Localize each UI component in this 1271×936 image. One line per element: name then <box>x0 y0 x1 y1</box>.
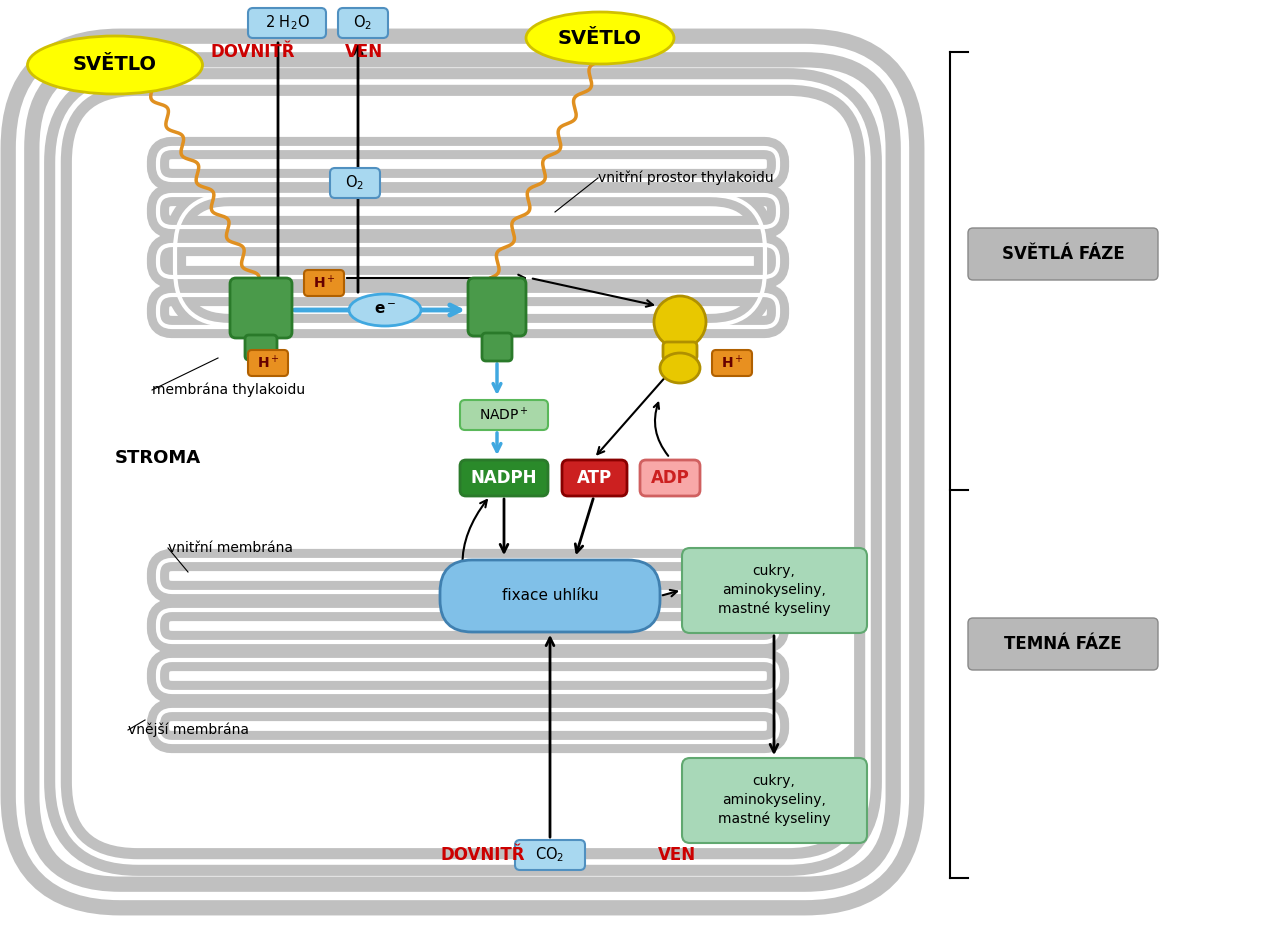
FancyBboxPatch shape <box>468 278 526 336</box>
Text: DOVNITŘ: DOVNITŘ <box>440 846 525 864</box>
Ellipse shape <box>655 296 705 348</box>
Text: NADP$^+$: NADP$^+$ <box>479 406 529 424</box>
Text: H$^+$: H$^+$ <box>257 355 280 372</box>
Text: e$^-$: e$^-$ <box>374 302 397 317</box>
Text: cukry,
aminokyseliny,
mastné kyseliny: cukry, aminokyseliny, mastné kyseliny <box>718 564 830 616</box>
FancyBboxPatch shape <box>969 228 1158 280</box>
FancyBboxPatch shape <box>460 400 548 430</box>
Text: H$^+$: H$^+$ <box>721 355 744 372</box>
FancyBboxPatch shape <box>248 8 325 38</box>
Ellipse shape <box>660 353 700 383</box>
FancyBboxPatch shape <box>515 840 585 870</box>
FancyBboxPatch shape <box>663 342 697 360</box>
Text: O$_2$: O$_2$ <box>353 14 372 33</box>
Text: ADP: ADP <box>651 469 689 487</box>
Text: STROMA: STROMA <box>114 449 201 467</box>
Text: vnitřní membrána: vnitřní membrána <box>168 541 294 555</box>
Text: vnitřní prostor thylakoidu: vnitřní prostor thylakoidu <box>597 170 774 185</box>
Text: 2 H$_2$O: 2 H$_2$O <box>264 14 309 33</box>
Text: CO$_2$: CO$_2$ <box>535 845 564 864</box>
Text: O$_2$: O$_2$ <box>346 174 365 193</box>
Text: ATP: ATP <box>577 469 611 487</box>
Text: H$^+$: H$^+$ <box>313 274 336 292</box>
Text: cukry,
aminokyseliny,
mastné kyseliny: cukry, aminokyseliny, mastné kyseliny <box>718 774 830 826</box>
FancyBboxPatch shape <box>712 350 752 376</box>
FancyBboxPatch shape <box>440 560 660 632</box>
Text: vnější membrána: vnější membrána <box>128 723 249 738</box>
FancyBboxPatch shape <box>304 270 344 296</box>
Text: membrána thylakoidu: membrána thylakoidu <box>153 383 305 397</box>
FancyBboxPatch shape <box>245 335 277 360</box>
Text: VEN: VEN <box>344 43 383 61</box>
FancyBboxPatch shape <box>330 168 380 198</box>
Text: VEN: VEN <box>658 846 697 864</box>
FancyBboxPatch shape <box>338 8 388 38</box>
FancyBboxPatch shape <box>230 278 292 338</box>
Text: TEMNÁ FÁZE: TEMNÁ FÁZE <box>1004 635 1122 653</box>
Ellipse shape <box>350 294 421 326</box>
FancyBboxPatch shape <box>683 548 867 633</box>
Text: SVĚTLO: SVĚTLO <box>72 55 158 75</box>
FancyBboxPatch shape <box>641 460 700 496</box>
Ellipse shape <box>28 36 202 94</box>
Text: fixace uhlíku: fixace uhlíku <box>502 589 599 604</box>
FancyBboxPatch shape <box>683 758 867 843</box>
FancyBboxPatch shape <box>562 460 627 496</box>
FancyBboxPatch shape <box>969 618 1158 670</box>
Text: SVĚTLÁ FÁZE: SVĚTLÁ FÁZE <box>1002 245 1125 263</box>
Text: NADPH: NADPH <box>470 469 538 487</box>
Ellipse shape <box>526 12 674 64</box>
Text: SVĚTLO: SVĚTLO <box>558 28 642 48</box>
Text: DOVNITŘ: DOVNITŘ <box>210 43 295 61</box>
FancyBboxPatch shape <box>460 460 548 496</box>
FancyBboxPatch shape <box>248 350 289 376</box>
FancyBboxPatch shape <box>482 333 512 361</box>
